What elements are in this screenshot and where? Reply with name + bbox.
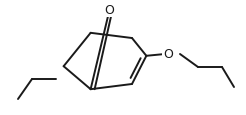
Text: O: O: [163, 48, 173, 61]
Text: O: O: [104, 3, 114, 16]
